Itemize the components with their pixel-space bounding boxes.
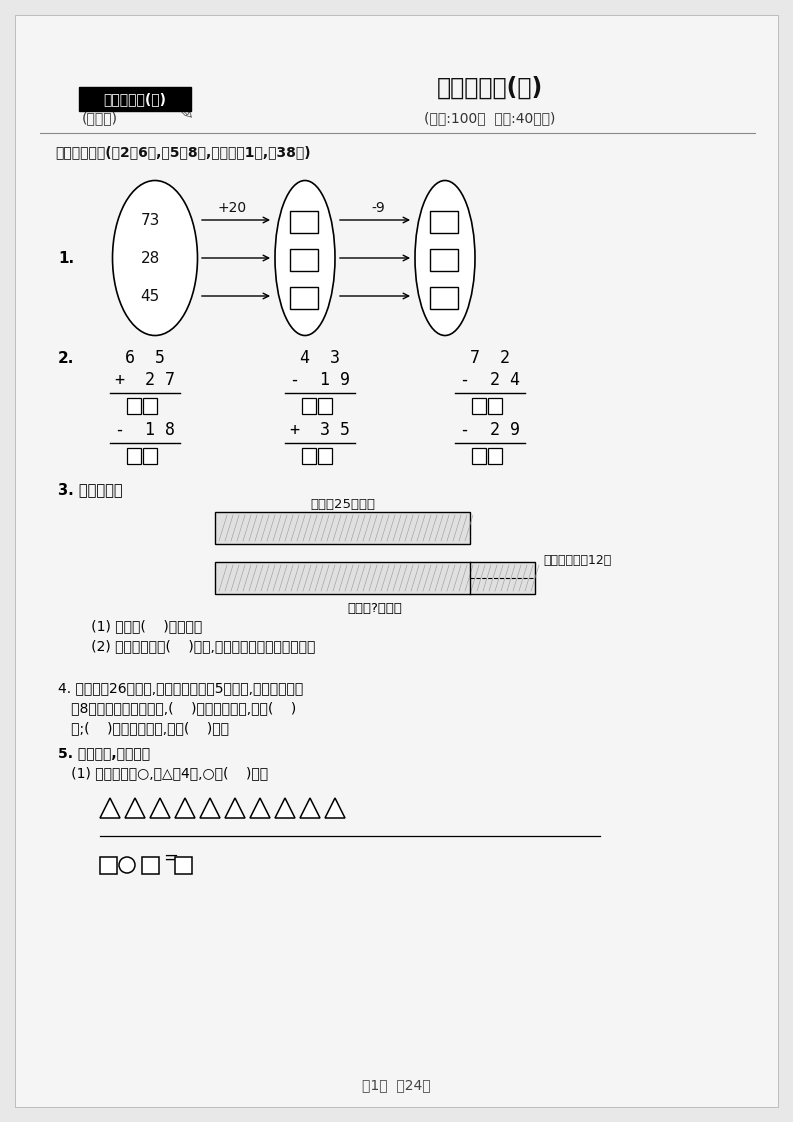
Polygon shape — [125, 798, 145, 818]
Ellipse shape — [113, 181, 197, 335]
Text: 73: 73 — [140, 212, 159, 228]
Text: (满分:100分  时间:40分钟): (满分:100分 时间:40分钟) — [424, 111, 556, 125]
Polygon shape — [250, 798, 270, 818]
FancyBboxPatch shape — [290, 211, 318, 233]
FancyBboxPatch shape — [290, 249, 318, 272]
Text: (1) 在横线上画○,比△兵4个,○有(    )个。: (1) 在横线上画○,比△兵4个,○有( )个。 — [58, 766, 268, 780]
FancyBboxPatch shape — [127, 398, 141, 414]
Text: 4  3: 4 3 — [300, 349, 340, 367]
Polygon shape — [150, 798, 170, 818]
Text: 小丽朦25张卡片: 小丽朦25张卡片 — [310, 497, 375, 511]
Text: 2.: 2. — [58, 350, 75, 366]
Polygon shape — [325, 798, 345, 818]
Text: -9: -9 — [371, 201, 385, 215]
FancyBboxPatch shape — [488, 398, 502, 414]
FancyBboxPatch shape — [100, 857, 117, 874]
Text: 28: 28 — [140, 250, 159, 266]
FancyBboxPatch shape — [488, 448, 502, 465]
Polygon shape — [225, 798, 245, 818]
FancyBboxPatch shape — [215, 512, 470, 544]
Text: +  3 5: + 3 5 — [290, 421, 350, 439]
Text: 小明比小丽夒12张: 小明比小丽夒12张 — [543, 553, 611, 567]
Circle shape — [119, 857, 135, 873]
Text: (2) 小明送给小丽(    )张后,两人的卡片张数就同样多。: (2) 小明送给小丽( )张后,两人的卡片张数就同样多。 — [78, 640, 316, 653]
Text: 写8个大字。三个人相比,(    )写的大字最多,写了(    ): 写8个大字。三个人相比,( )写的大字最多,写了( ) — [58, 701, 297, 715]
FancyBboxPatch shape — [302, 398, 316, 414]
Text: +  2 7: + 2 7 — [115, 371, 175, 389]
Text: -  1 9: - 1 9 — [290, 371, 350, 389]
Ellipse shape — [415, 181, 475, 335]
Text: ✎: ✎ — [176, 103, 194, 123]
FancyBboxPatch shape — [430, 249, 458, 272]
Text: 1.: 1. — [58, 250, 74, 266]
Polygon shape — [200, 798, 220, 818]
Text: -  2 9: - 2 9 — [460, 421, 520, 439]
FancyBboxPatch shape — [302, 448, 316, 465]
FancyBboxPatch shape — [127, 448, 141, 465]
Text: 二年级数学(上): 二年级数学(上) — [104, 92, 167, 105]
FancyBboxPatch shape — [472, 398, 486, 414]
Text: -  2 4: - 2 4 — [460, 371, 520, 389]
FancyBboxPatch shape — [472, 448, 486, 465]
Text: 6  5: 6 5 — [125, 349, 165, 367]
FancyBboxPatch shape — [143, 448, 157, 465]
Polygon shape — [100, 798, 120, 818]
Text: =: = — [163, 849, 178, 867]
Text: 4. 小文写了26个大字,小丽比小文多写5个大字,小明比小文少: 4. 小文写了26个大字,小丽比小文多写5个大字,小明比小文少 — [58, 681, 303, 695]
FancyBboxPatch shape — [142, 857, 159, 874]
FancyBboxPatch shape — [430, 287, 458, 309]
FancyBboxPatch shape — [143, 398, 157, 414]
Text: 7  2: 7 2 — [470, 349, 510, 367]
Text: 第1页  入24页: 第1页 入24页 — [362, 1078, 431, 1092]
FancyBboxPatch shape — [318, 448, 332, 465]
Polygon shape — [300, 798, 320, 818]
Text: 小明有?张卡片: 小明有?张卡片 — [347, 601, 402, 615]
FancyBboxPatch shape — [15, 15, 778, 1107]
FancyBboxPatch shape — [318, 398, 332, 414]
Text: 分类测评卷(一): 分类测评卷(一) — [437, 76, 543, 100]
Text: (江苏版): (江苏版) — [82, 111, 118, 125]
Text: 45: 45 — [140, 288, 159, 303]
FancyBboxPatch shape — [175, 857, 192, 874]
Ellipse shape — [275, 181, 335, 335]
FancyBboxPatch shape — [290, 287, 318, 309]
Text: -  1 8: - 1 8 — [115, 421, 175, 439]
Text: +20: +20 — [217, 201, 247, 215]
Polygon shape — [275, 798, 295, 818]
FancyBboxPatch shape — [79, 88, 191, 111]
Polygon shape — [175, 798, 195, 818]
Text: 个;(    )写的大字最少,写了(    )个。: 个;( )写的大字最少,写了( )个。 — [58, 721, 229, 735]
Text: 5. 先画一画,再解答。: 5. 先画一画,再解答。 — [58, 746, 150, 760]
Text: (1) 小明有(    )张卡片。: (1) 小明有( )张卡片。 — [78, 619, 202, 633]
FancyBboxPatch shape — [430, 211, 458, 233]
Text: 一、填一填。(第2题6分,第5题8分,其余每空1分,入38分): 一、填一填。(第2题6分,第5题8分,其余每空1分,入38分) — [55, 145, 311, 159]
FancyBboxPatch shape — [215, 562, 535, 594]
Text: 3. 看图填空。: 3. 看图填空。 — [58, 482, 123, 497]
